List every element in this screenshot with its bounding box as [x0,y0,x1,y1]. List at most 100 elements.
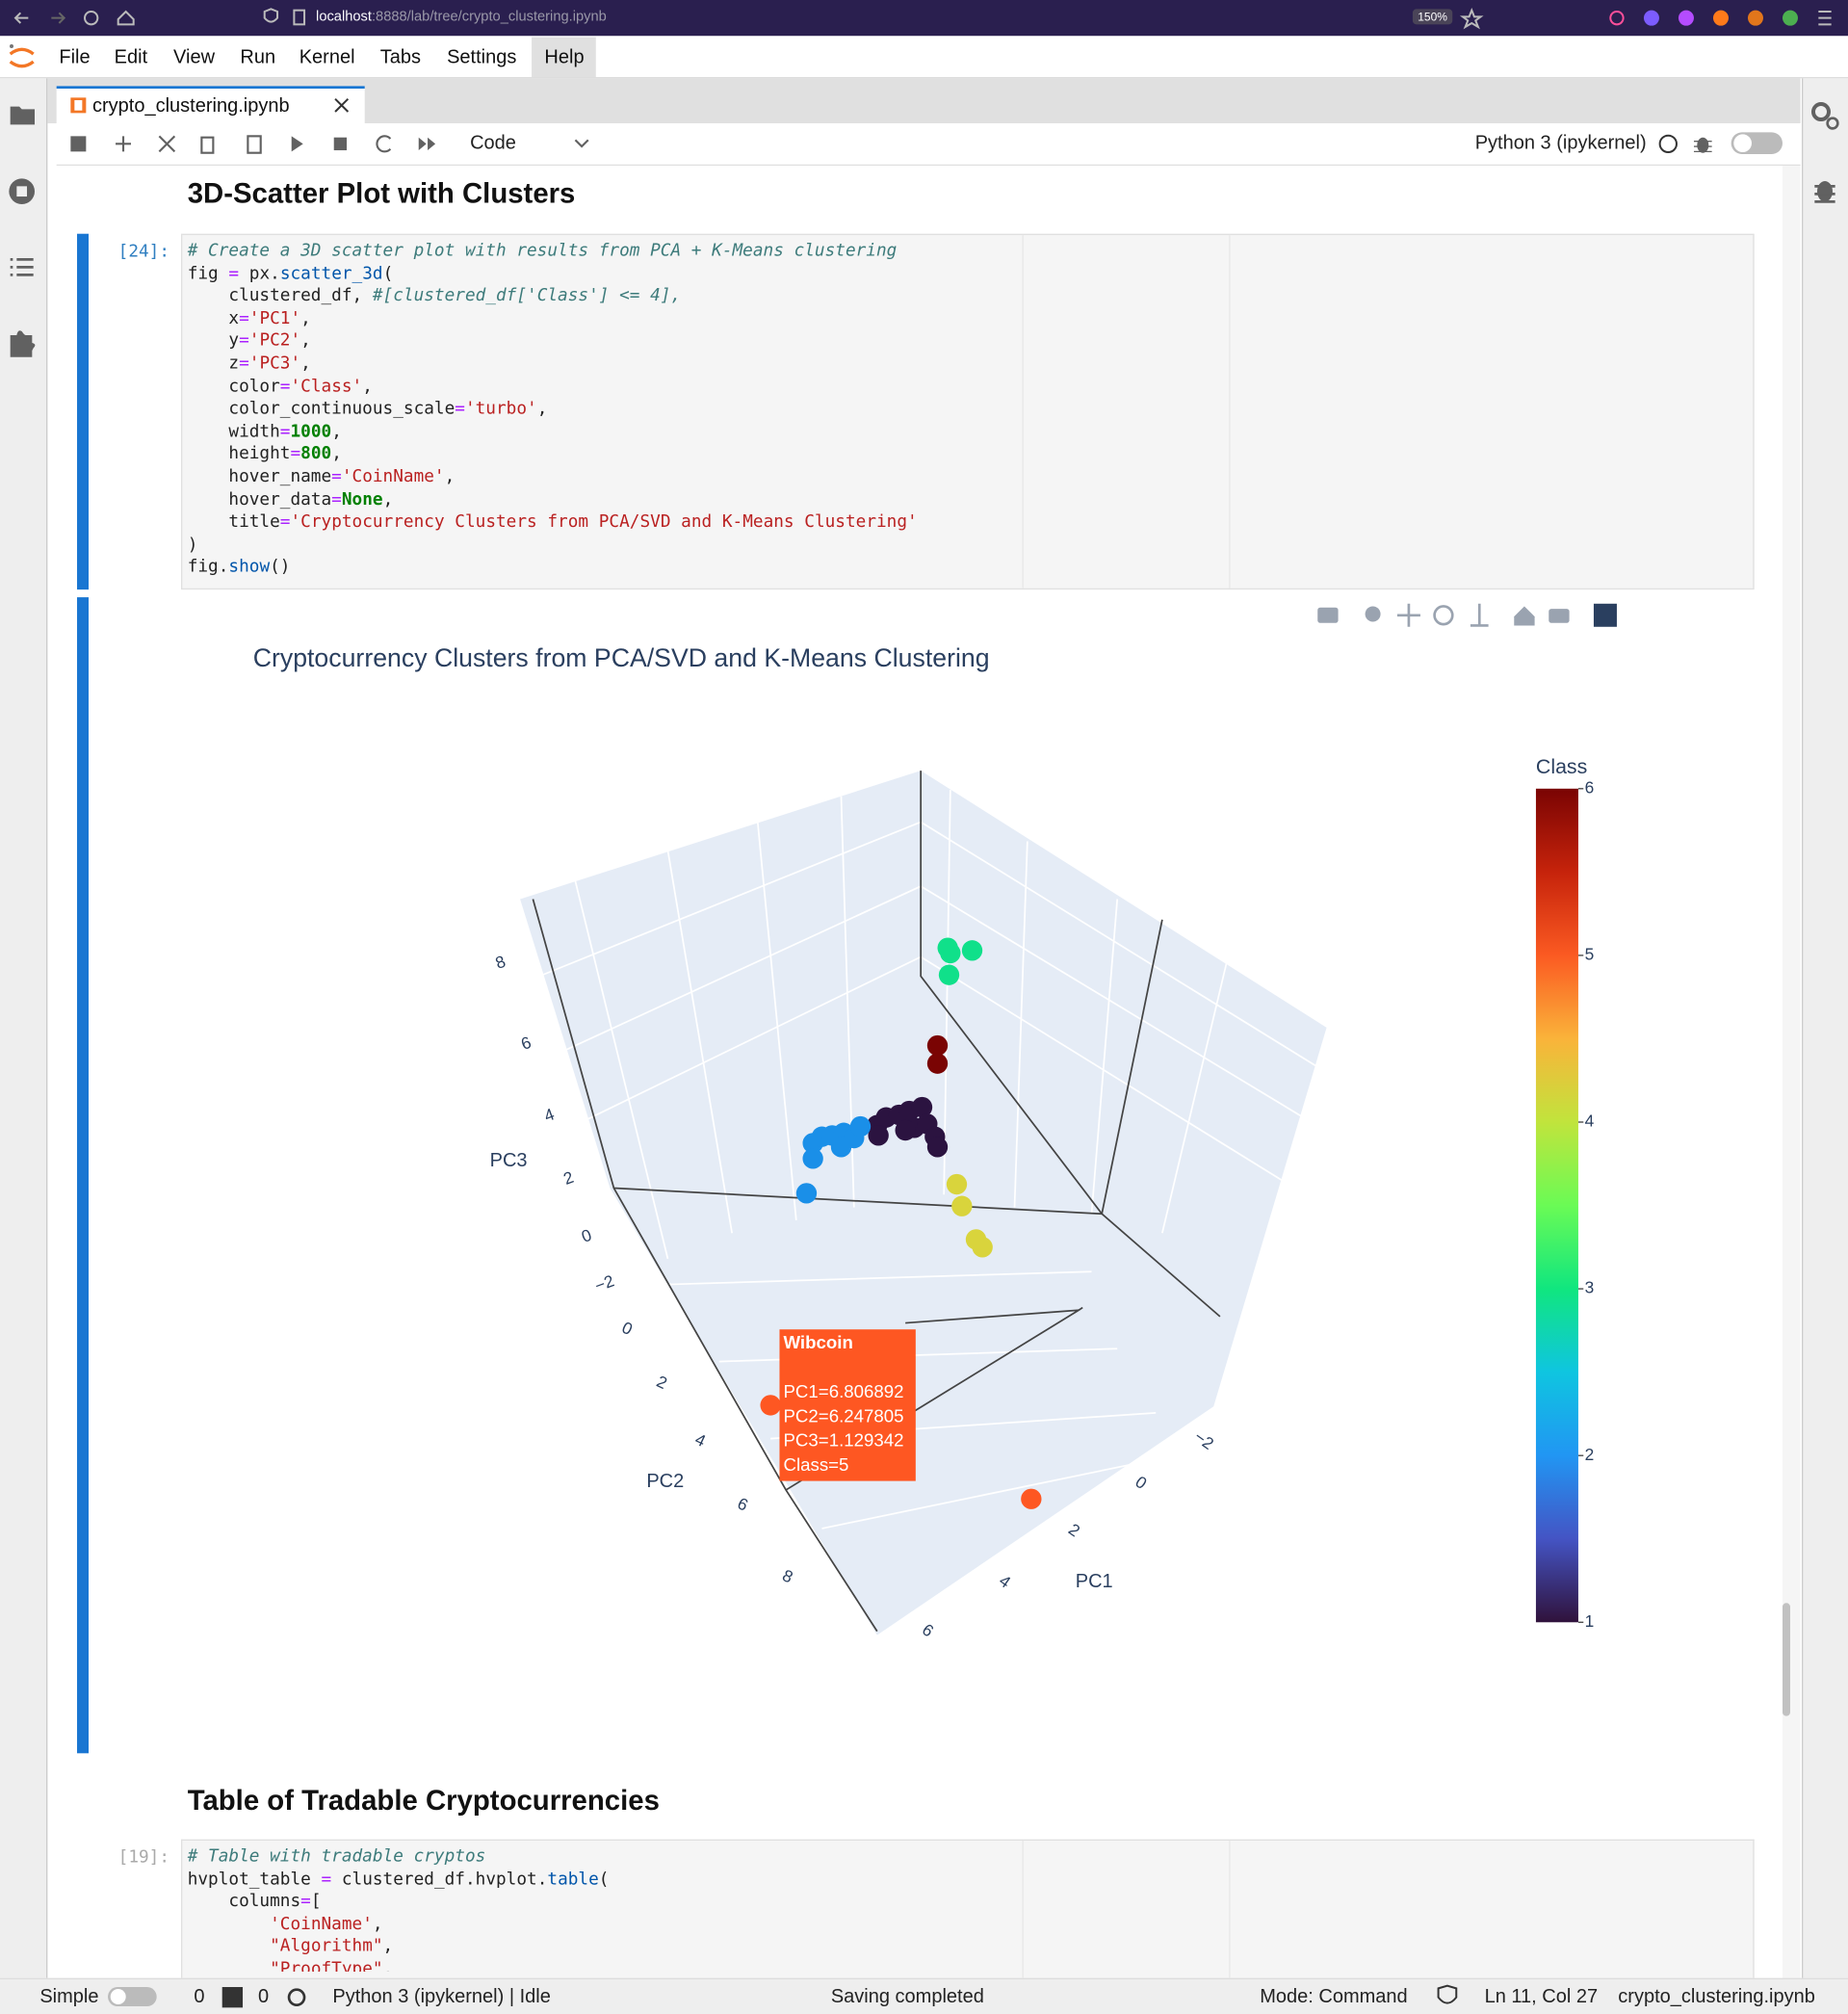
data-point[interactable] [938,964,960,985]
code-cell-1[interactable] [181,233,1755,590]
status-save-status: Saving completed [830,1985,984,2008]
data-point[interactable] [926,1137,949,1158]
colorbar-tick-label: 3 [1585,1278,1595,1297]
code-line: title='Cryptocurrency Clusters from PCA/… [187,512,918,533]
modebar[interactable] [1317,603,1617,627]
status-file: crypto_clustering.ipynb [1618,1985,1815,2008]
data-point[interactable] [926,1034,949,1057]
data-point[interactable] [911,1096,933,1118]
heading: 3D-Scatter Plot with Clusters [187,177,576,210]
colorbar-tick-label: 5 [1585,944,1595,963]
code-line: hover_data=None, [187,489,394,510]
right-sidebar-icons [1810,102,1839,203]
ruler [1229,235,1231,589]
cell-type-select[interactable]: Code [470,132,516,155]
ruler [1229,1840,1231,1978]
colorbar-tick-label: 2 [1585,1445,1595,1464]
code-line: # Table with tradable cryptos [187,1846,486,1867]
data-points[interactable] [760,937,1042,1509]
menu-item[interactable]: Kernel [299,46,355,68]
colorbar [1535,788,1578,1623]
tooltip-line: PC1=6.806892 [783,1380,904,1401]
data-point[interactable] [868,1125,889,1146]
url[interactable]: localhost:8888/lab/tree/crypto_clusterin… [316,9,607,24]
url-path: :8888/lab/tree/crypto_clustering.ipynb [371,9,607,25]
code-line: columns=[ [187,1892,322,1912]
data-point[interactable] [795,1183,818,1204]
code-line: width=1000, [187,422,342,442]
url-host: localhost [316,9,372,25]
status-cursor: Ln 11, Col 27 [1484,1985,1599,2008]
toolbar-icons [70,135,589,154]
data-point[interactable] [961,940,983,961]
code-line: # Create a 3D scatter plot with results … [187,241,898,261]
menu-bar [0,36,1848,79]
axis-title: PC3 [490,1150,528,1171]
axis-title: PC1 [1076,1571,1113,1592]
status-bar [0,1977,1848,2014]
code-line: x='PC1', [187,309,311,329]
cell-prompt: [24]: [117,243,170,263]
status-mode-label: Simple [39,1985,99,2008]
menu-item[interactable]: Edit [114,46,148,68]
colorbar-title: Class [1536,755,1587,778]
code-line: "ProofType", [270,1960,394,1973]
data-point[interactable] [972,1237,993,1258]
tooltip-name: Wibcoin [783,1331,853,1353]
data-point[interactable] [926,1053,949,1074]
status-mode: Mode: Command [1260,1985,1408,2008]
data-point[interactable] [946,1173,968,1195]
tooltip-line: PC2=6.247805 [783,1404,904,1426]
colorbar-tick-label: 1 [1585,1611,1595,1631]
cell-prompt: [19]: [117,1847,170,1868]
scrollbar-track [1782,166,1801,1978]
status-icons [108,1984,1458,2008]
data-point[interactable] [951,1195,973,1216]
zoom-badge[interactable]: 150% [1412,9,1453,25]
kernel-name[interactable]: Python 3 (ipykernel) [1474,132,1647,155]
browser-bar [0,0,1848,37]
data-point[interactable] [895,1119,916,1141]
menu-item[interactable]: Settings [447,46,517,68]
browser-icons [13,7,1832,30]
code-line: fig = px.scatter_3d( [187,264,394,284]
ruler [1022,235,1024,589]
code-line: height=800, [187,444,342,464]
jupyter-logo [9,44,35,68]
scene-background [520,771,1327,1635]
left-sidebar [0,78,48,1978]
menu-item[interactable]: View [173,46,216,68]
data-point[interactable] [760,1395,781,1416]
menu-item[interactable]: File [59,46,91,68]
code-line: color_continuous_scale='turbo', [187,399,548,419]
notebook-toolbar [56,123,1801,167]
code-line: hvplot_table = clustered_df.hvplot.table… [187,1870,610,1890]
code-line: "Algorithm", [270,1937,394,1957]
code-line: z='PC3', [187,354,311,375]
code-line: y='PC2', [187,331,311,352]
colorbar-tick-label: 4 [1585,1112,1595,1131]
menu-item[interactable]: Help [544,46,585,68]
code-line: fig.show() [187,558,291,578]
scrollbar-thumb[interactable] [1782,1603,1790,1716]
hover-tooltip [779,1329,916,1481]
code-line: color='Class', [187,377,373,397]
status-terminals: 0 [194,1985,205,2008]
code-cell-2[interactable] [181,1839,1755,1978]
menu-item[interactable]: Run [240,46,276,68]
data-point[interactable] [830,1137,852,1158]
code-line: hover_name='CoinName', [187,467,455,487]
menu-highlight [532,37,596,78]
data-point[interactable] [849,1115,872,1138]
tab-close[interactable] [332,96,351,115]
right-sidebar [1801,78,1848,1978]
notebook-tab[interactable] [56,86,365,126]
status-kernels: 0 [258,1985,270,2008]
data-point[interactable] [1021,1488,1042,1509]
data-point[interactable] [940,942,961,964]
data-point[interactable] [802,1148,823,1169]
status-kernel-status: Python 3 (ipykernel) | Idle [332,1985,551,2008]
menu-item[interactable]: Tabs [379,46,421,68]
tooltip-line: PC3=1.129342 [783,1429,904,1451]
